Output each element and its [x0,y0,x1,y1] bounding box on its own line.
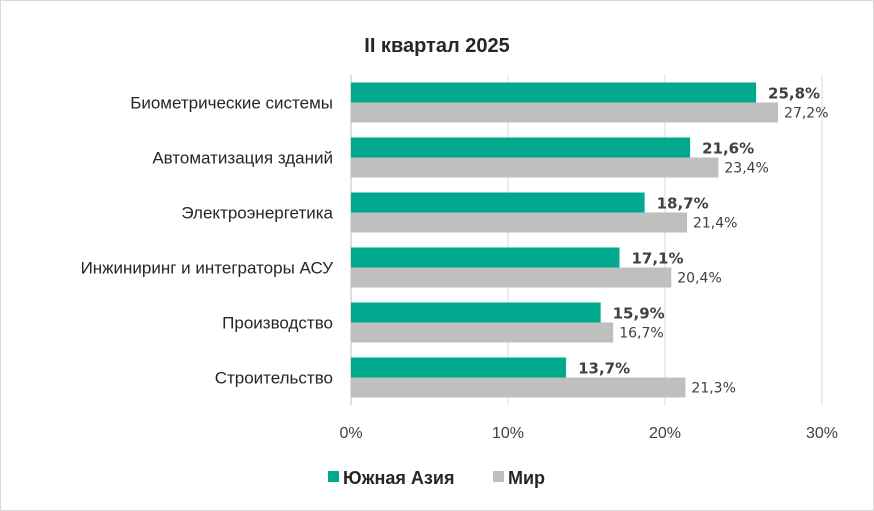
category-label: Инжиниринг и интеграторы АСУ [81,259,334,278]
bar-world [351,267,672,288]
x-tick-label: 0% [339,425,362,442]
data-label-world: 27,2% [784,106,828,122]
legend-item-world[interactable]: Мир [493,468,545,488]
data-label-south-asia: 13,7% [578,360,630,378]
category-label: Производство [222,314,333,333]
data-label-south-asia: 21,6% [702,140,754,158]
data-label-world: 16,7% [619,326,663,342]
bar-south-asia [351,137,691,158]
legend-swatch [328,471,339,482]
legend-label: Южная Азия [343,468,454,488]
category-label: Автоматизация зданий [152,149,333,168]
category-label: Биометрические системы [130,94,333,113]
data-label-south-asia: 25,8% [768,85,820,103]
category-label: Электроэнергетика [181,204,333,223]
bar-south-asia [351,192,645,213]
bar-south-asia [351,82,757,103]
data-label-world: 23,4% [724,161,768,177]
bar-world [351,212,687,233]
data-label-south-asia: 15,9% [613,305,665,323]
bar-south-asia [351,302,601,323]
bar-world [351,102,779,123]
x-tick-label: 30% [806,425,838,442]
chart-title: II квартал 2025 [364,35,509,57]
data-label-world: 20,4% [677,271,721,287]
data-label-world: 21,4% [693,216,737,232]
x-tick-label: 10% [492,425,524,442]
bar-south-asia [351,247,620,268]
x-tick-label: 20% [649,425,681,442]
data-label-south-asia: 18,7% [657,195,709,213]
bar-world [351,377,686,398]
legend-label: Мир [508,468,545,488]
bar-south-asia [351,357,567,378]
bar-world [351,157,719,178]
bar-world [351,322,614,343]
category-label: Строительство [215,369,333,388]
data-label-south-asia: 17,1% [631,250,683,268]
legend-swatch [493,471,504,482]
data-label-world: 21,3% [691,381,735,397]
legend-item-south-asia[interactable]: Южная Азия [328,468,454,488]
